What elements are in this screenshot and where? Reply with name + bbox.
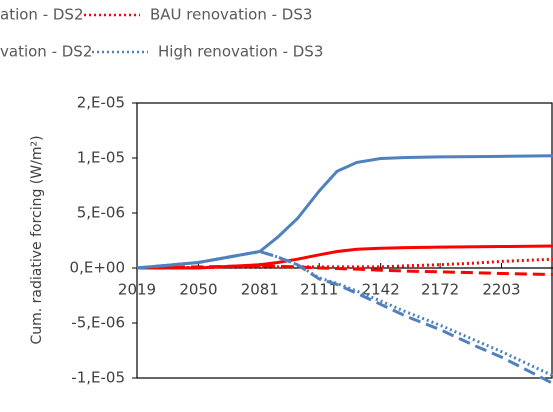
x-tick-label: 2050 [179, 281, 217, 299]
line-series [136, 249, 553, 378]
line-series [136, 249, 553, 385]
legend-label: ation - DS2 [0, 6, 84, 24]
line-series [136, 264, 553, 277]
y-tick-label: 1,E-05 [77, 149, 125, 167]
line-series [137, 244, 553, 270]
legend-label: BAU renovation - DS3 [150, 6, 312, 24]
y-tick-label: 5,E-06 [77, 204, 125, 222]
x-tick-label: 2019 [118, 281, 156, 299]
y-tick-label: -1,E-05 [71, 369, 125, 387]
x-tick-label: 2203 [482, 281, 520, 299]
line-series [136, 154, 553, 270]
legend-label: vation - DS2 [0, 43, 92, 61]
x-tick-label: 2172 [421, 281, 459, 299]
y-axis-label: Cum. radiative forcing (W/m²) [29, 135, 45, 344]
legend-label: High renovation - DS3 [158, 43, 323, 61]
plot-frame [136, 102, 553, 379]
y-tick-label: 2,E-05 [77, 94, 125, 112]
x-tick-label: 2081 [241, 281, 279, 299]
x-tick-label: 2142 [362, 281, 400, 299]
line-series [136, 257, 553, 270]
y-tick-label: -5,E-06 [71, 314, 125, 332]
x-tick-label: 2111 [300, 281, 338, 299]
y-tick-label: 0,E+00 [70, 259, 125, 277]
